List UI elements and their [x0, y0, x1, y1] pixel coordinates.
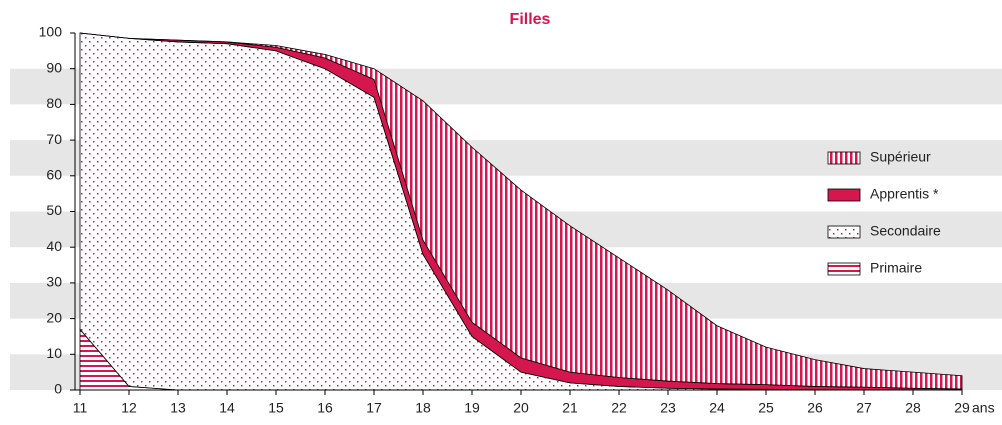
legend-label: Primaire: [870, 260, 922, 276]
legend-swatch: [827, 151, 861, 165]
y-tick-label: 30: [46, 274, 62, 290]
legend-swatch: [827, 188, 861, 202]
x-tick-label: 28: [905, 400, 921, 416]
x-tick-label: 20: [513, 400, 529, 416]
x-tick-label: 25: [758, 400, 774, 416]
x-tick-label: 21: [562, 400, 578, 416]
area: [79, 32, 963, 390]
x-tick-label: 23: [660, 400, 676, 416]
x-tick-label: 11: [73, 400, 88, 416]
x-tick-label: 22: [611, 400, 627, 416]
x-tick-label: 16: [317, 400, 333, 416]
y-tick-label: 90: [46, 59, 62, 75]
legend-label: Supérieur: [870, 149, 931, 165]
x-tick-label: 24: [709, 400, 725, 416]
x-tick-label: 17: [366, 400, 382, 416]
y-tick-label: 20: [46, 309, 62, 325]
legend-label: Secondaire: [870, 223, 941, 239]
x-tick-label: 29: [954, 400, 970, 416]
y-tick-label: 100: [39, 24, 63, 40]
y-tick-label: 40: [46, 238, 62, 254]
x-tick-label: 18: [415, 400, 431, 416]
y-tick-label: 80: [46, 95, 62, 111]
x-tick-label: 15: [268, 400, 284, 416]
y-tick-label: 70: [46, 131, 62, 147]
legend-label: Apprentis *: [870, 186, 939, 202]
y-tick-label: 50: [46, 202, 62, 218]
y-tick-label: 0: [54, 381, 62, 397]
x-axis-label: ans: [972, 400, 995, 416]
x-tick-label: 13: [170, 400, 186, 416]
y-tick-label: 10: [46, 345, 62, 361]
legend-swatch: [827, 225, 861, 239]
x-tick-label: 27: [856, 400, 872, 416]
x-tick-label: 19: [464, 400, 480, 416]
x-tick-label: 26: [807, 400, 823, 416]
chart-title: Filles: [510, 11, 551, 28]
x-tick-label: 12: [121, 400, 137, 416]
legend-swatch: [827, 262, 861, 276]
x-tick-label: 14: [219, 400, 235, 416]
y-tick-label: 60: [46, 167, 62, 183]
